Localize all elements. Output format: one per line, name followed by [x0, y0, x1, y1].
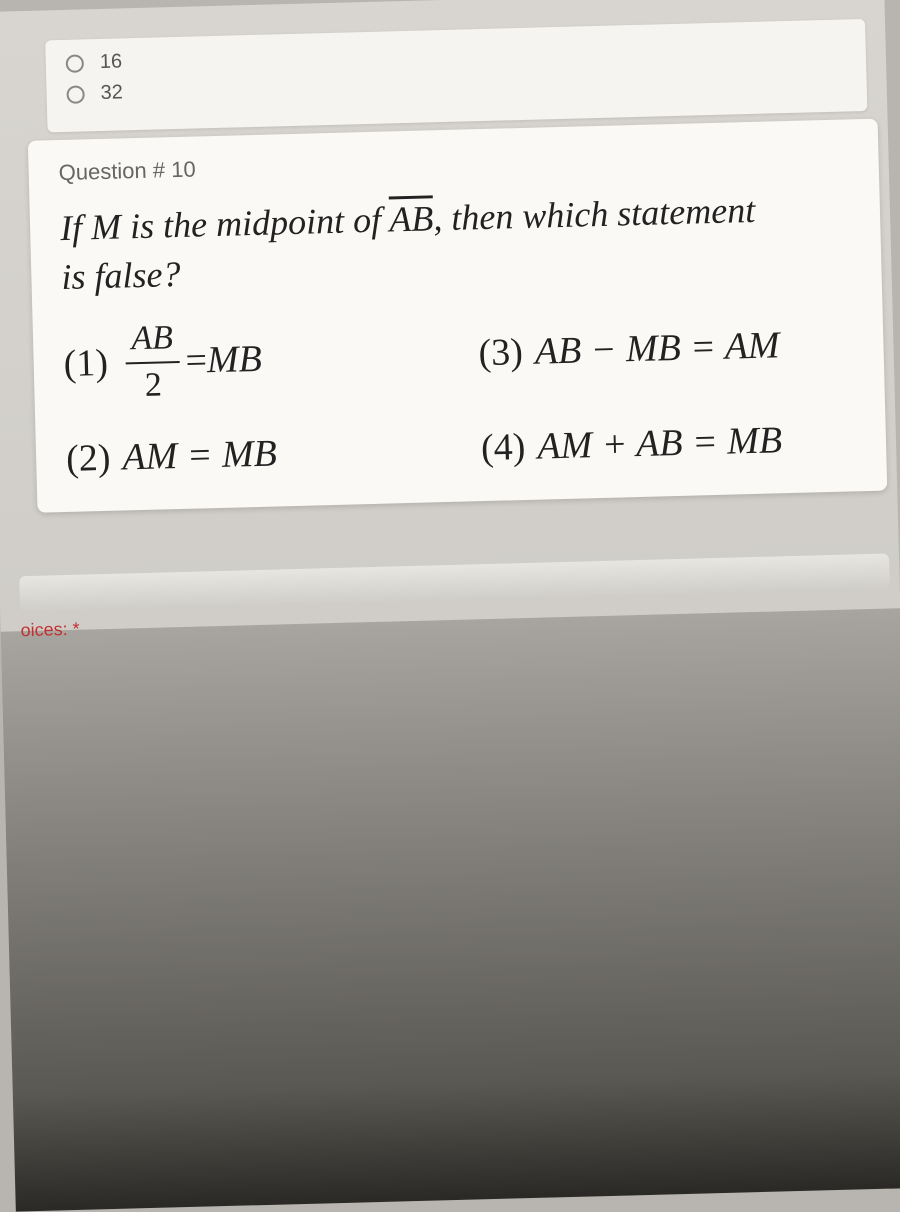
- answer-number: (1): [63, 341, 108, 388]
- segment-ab: AB: [389, 198, 434, 239]
- stem-part2: , then which statement: [433, 190, 756, 238]
- next-card-edge: [19, 553, 890, 611]
- radio-label: 32: [100, 81, 123, 105]
- equals-sign: =: [185, 338, 208, 384]
- answer-option-2[interactable]: (2) AM = MB: [66, 427, 442, 482]
- answer-number: (2): [66, 436, 111, 483]
- radio-circle-icon: [66, 54, 84, 72]
- question-stem: If M is the midpoint of AB, then which s…: [60, 183, 852, 301]
- answer-number: (4): [480, 425, 525, 472]
- answer-text: AB − MB = AM: [534, 323, 780, 375]
- answer-rhs: MB: [206, 337, 262, 384]
- answer-text: AM + AB = MB: [537, 418, 783, 470]
- radio-circle-icon: [66, 85, 84, 103]
- previous-question-options: 16 32: [45, 19, 867, 132]
- fraction-denominator: 2: [144, 363, 162, 406]
- screen-shadow: [1, 608, 900, 1211]
- fraction-numerator: AB: [125, 318, 180, 364]
- screen-container: 16 32 Question # 10 If M is the midpoint…: [0, 0, 900, 1212]
- answer-option-1[interactable]: (1) AB 2 = MB: [63, 311, 440, 408]
- answer-option-4[interactable]: (4) AM + AB = MB: [480, 416, 856, 471]
- answers-grid: (1) AB 2 = MB (3) AB − MB = AM (2) AM = …: [63, 301, 857, 483]
- stem-part1: If M is the midpoint of: [60, 200, 382, 248]
- question-number-label: Question # 10: [58, 139, 848, 186]
- stem-line2: is false?: [61, 254, 181, 297]
- bottom-cut-label: oices: *: [20, 619, 80, 642]
- answer-number: (3): [478, 330, 523, 377]
- question-card: Question # 10 If M is the midpoint of AB…: [28, 119, 887, 513]
- answer-option-3[interactable]: (3) AB − MB = AM: [477, 301, 854, 398]
- radio-label: 16: [100, 50, 123, 74]
- fraction-ab-over-2: AB 2: [125, 318, 181, 407]
- answer-text: AM = MB: [122, 431, 278, 481]
